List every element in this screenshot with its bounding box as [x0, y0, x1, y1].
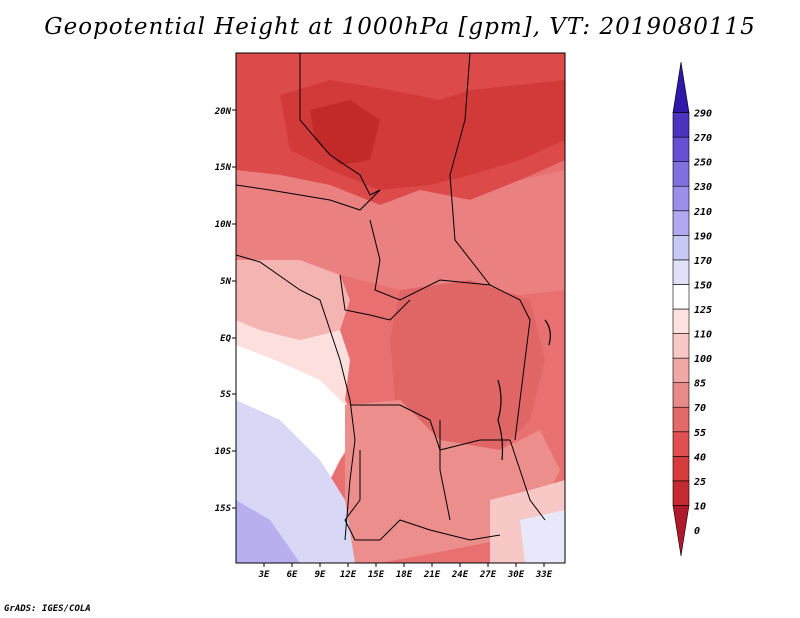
colorbar-label: 85 [694, 379, 706, 390]
colorbar-segment [672, 112, 690, 138]
lat-tick-label: 15N [215, 163, 232, 173]
colorbar: 0 10 25 40 55 70 85 100 110 125 150 170 190 210 230 250… [672, 61, 712, 557]
colorbar-segment [672, 185, 690, 212]
colorbar-segment [672, 161, 690, 187]
colorbar-label: 25 [693, 477, 706, 488]
colorbar-label: 110 [694, 330, 712, 341]
footer-credit: GrADS: IGES/COLA [4, 604, 91, 614]
colorbar-segment [672, 333, 690, 359]
colorbar-label: 150 [694, 280, 712, 291]
lon-tick-label: 12E [340, 570, 357, 580]
lon-axis: 3E 6E 9E 12E 15E 18E 21E 24E 27E 30E 33E [258, 563, 553, 580]
colorbar-label: 170 [694, 256, 712, 267]
lon-tick-label: 18E [396, 570, 413, 580]
colorbar-label: 250 [693, 158, 712, 169]
colorbar-segment [672, 136, 690, 162]
colorbar-label: 210 [693, 207, 712, 218]
lat-tick-label: 5N [220, 277, 231, 287]
lat-tick-label: 5S [220, 390, 231, 400]
colorbar-segment [672, 505, 690, 557]
colorbar-label: 40 [694, 452, 706, 463]
colorbar-label: 55 [694, 428, 706, 439]
colorbar-label: 125 [694, 305, 712, 316]
colorbar-segment [672, 406, 690, 433]
colorbar-label: 290 [693, 109, 712, 120]
lon-tick-label: 6E [287, 570, 298, 580]
colorbar-segment [672, 382, 690, 408]
lat-tick-label: EQ [220, 334, 231, 344]
lon-tick-label: 27E [479, 570, 497, 580]
colorbar-segment [672, 284, 690, 310]
lat-tick-label: 10N [215, 220, 232, 230]
colorbar-segment [672, 235, 690, 261]
lat-tick-label: 20N [214, 107, 232, 117]
colorbar-label: 0 [694, 526, 700, 537]
colorbar-label: 70 [694, 403, 706, 414]
colorbar-label: 100 [694, 354, 712, 365]
colorbar-label: 230 [693, 182, 712, 193]
colorbar-segment [672, 456, 690, 482]
lon-tick-label: 24E [451, 570, 469, 580]
lon-tick-label: 30E [507, 570, 525, 580]
lat-tick-label: 15S [215, 504, 232, 514]
lon-tick-label: 9E [315, 570, 326, 580]
colorbar-label: 190 [694, 231, 712, 242]
colorbar-segment [672, 259, 690, 285]
colorbar-segment [672, 357, 690, 383]
colorbar-segment [672, 480, 690, 506]
lon-tick-label: 33E [535, 570, 553, 580]
colorbar-segment [672, 308, 690, 334]
map-panel [235, 52, 566, 564]
colorbar-segment [672, 61, 690, 113]
lat-tick-label: 10S [215, 447, 232, 457]
colorbar-label: 270 [693, 133, 712, 144]
colorbar-label: 10 [694, 501, 706, 512]
chart-title: Geopotential Height at 1000hPa [gpm], VT… [44, 14, 756, 40]
lon-tick-label: 21E [423, 570, 441, 580]
lat-axis: 20N 15N 10N 5N EQ 5S 10S 15S [214, 107, 236, 514]
colorbar-segment [672, 210, 690, 236]
colorbar-segment [672, 431, 690, 457]
lon-tick-label: 15E [368, 570, 385, 580]
lon-tick-label: 3E [258, 570, 270, 580]
